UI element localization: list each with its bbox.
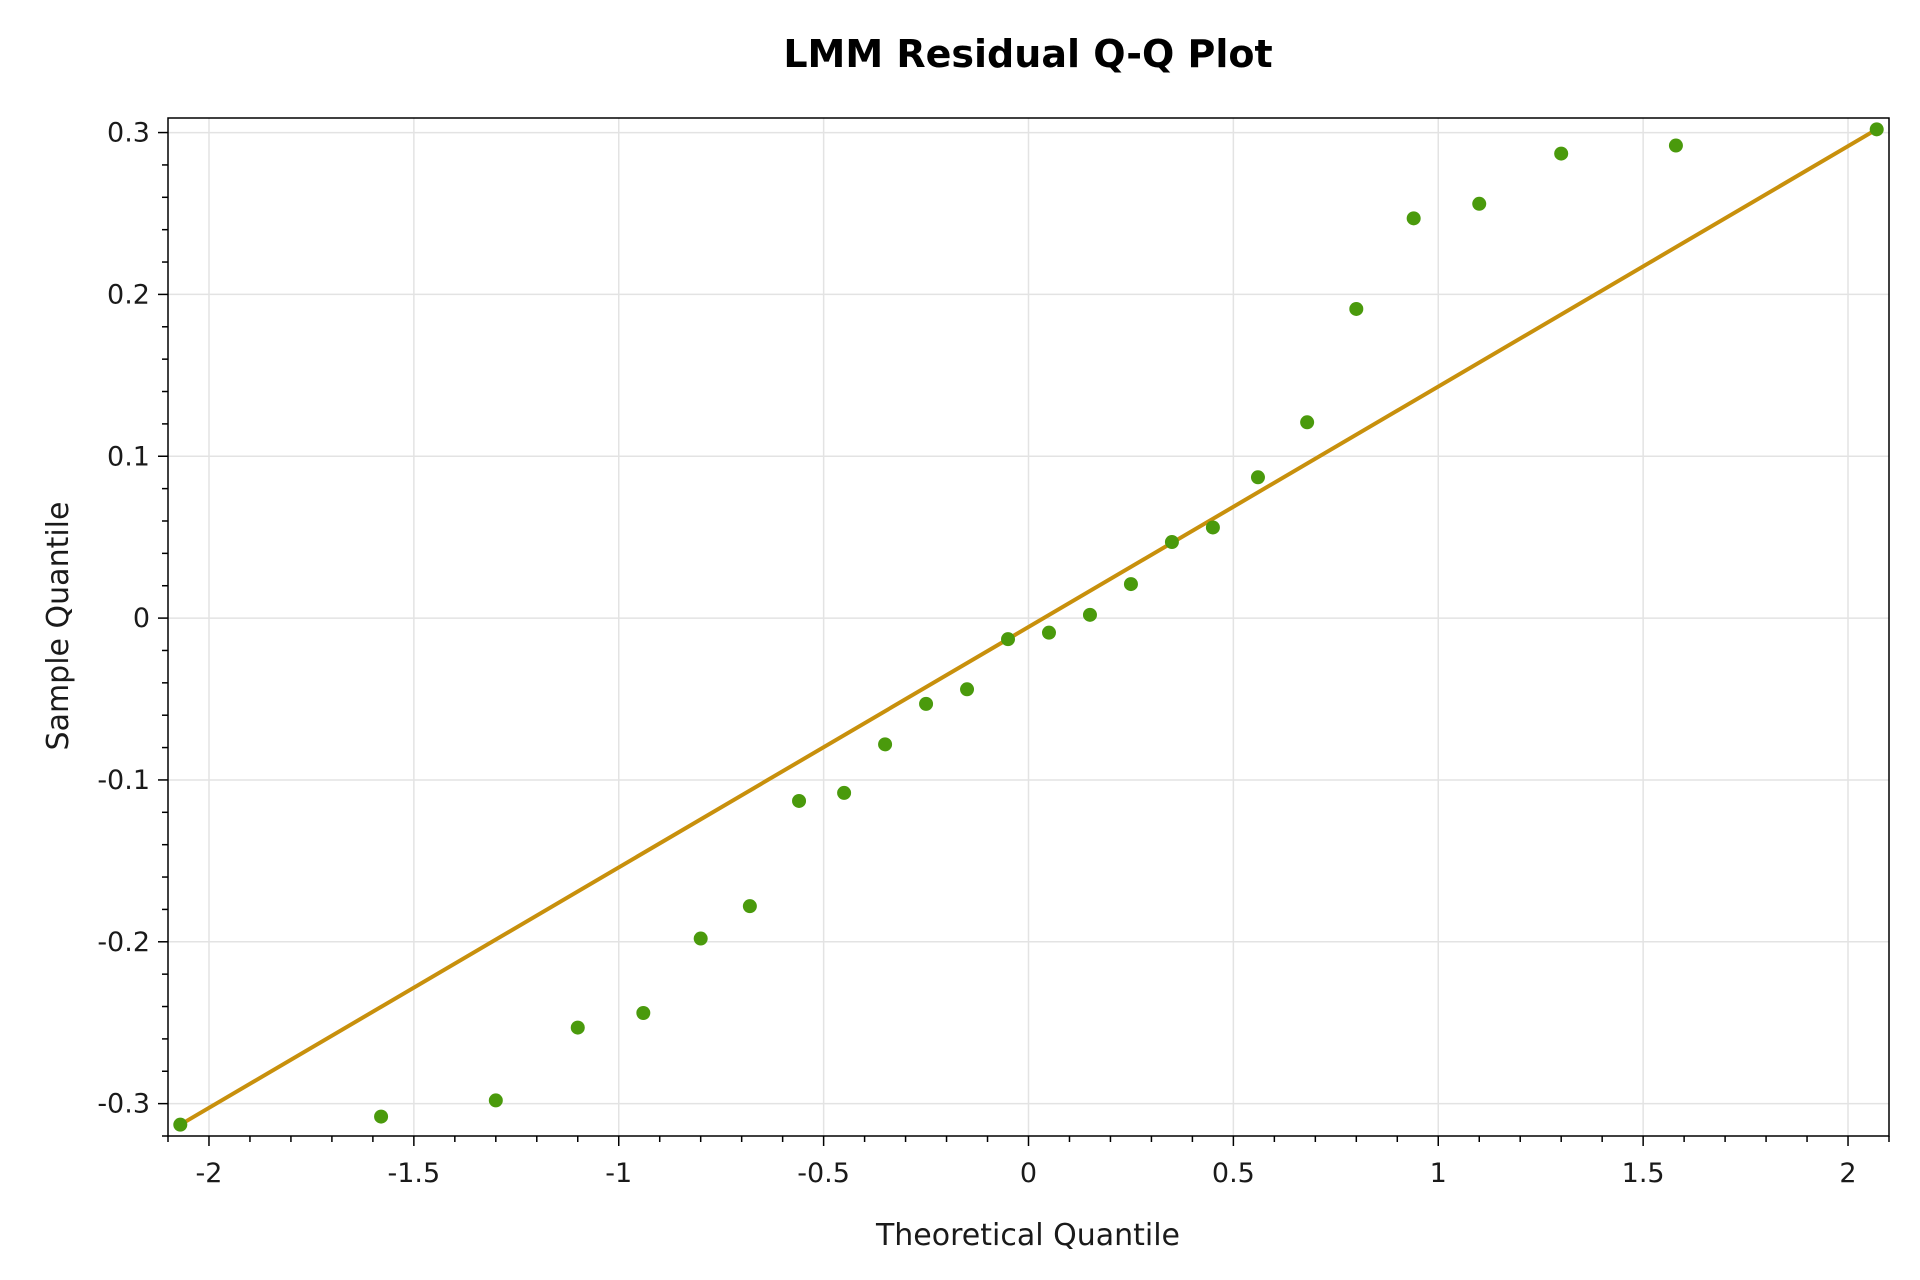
data-point: [1406, 211, 1421, 226]
data-point: [792, 793, 807, 808]
data-point: [1472, 196, 1487, 211]
data-point: [1250, 470, 1265, 485]
data-point: [1041, 625, 1056, 640]
data-point: [919, 696, 934, 711]
y-tick-label: -0.2: [97, 927, 150, 958]
data-point: [1554, 146, 1569, 161]
data-point: [742, 899, 757, 914]
data-point: [1205, 520, 1220, 535]
data-point: [960, 682, 975, 697]
x-tick-label: 0.5: [1212, 1158, 1255, 1189]
data-point: [1123, 577, 1138, 592]
y-tick-label: 0.2: [107, 279, 150, 310]
data-point: [173, 1117, 188, 1132]
x-axis-label: Theoretical Quantile: [875, 1218, 1180, 1253]
y-tick-label: -0.3: [97, 1089, 150, 1120]
data-point: [1349, 301, 1364, 316]
data-point: [1668, 138, 1683, 153]
reference-line-layer: [178, 127, 1879, 1127]
data-point: [636, 1005, 651, 1020]
y-tick-label: 0: [133, 603, 150, 634]
data-point: [693, 931, 708, 946]
y-axis: -0.3 -0.2 -0.1 0 0.1 0.2 0.3: [97, 118, 168, 1137]
data-point: [837, 785, 852, 800]
data-point: [1164, 535, 1179, 550]
y-tick-label: 0.1: [107, 441, 150, 472]
chart-title: LMM Residual Q-Q Plot: [783, 32, 1272, 76]
x-tick-label: -0.5: [797, 1158, 850, 1189]
data-point: [878, 737, 893, 752]
y-axis-label: Sample Quantile: [41, 502, 76, 751]
data-point: [1869, 122, 1884, 137]
data-point: [570, 1020, 585, 1035]
y-tick-label: -0.1: [97, 765, 150, 796]
data-point: [488, 1093, 503, 1108]
data-point: [1300, 415, 1315, 430]
data-point: [1001, 632, 1016, 647]
y-tick-label: 0.3: [107, 118, 150, 149]
data-points: [173, 122, 1884, 1132]
x-tick-label: 0: [1020, 1158, 1037, 1189]
x-tick-label: 1.5: [1622, 1158, 1665, 1189]
reference-line: [178, 127, 1879, 1127]
x-tick-label: -2: [196, 1158, 223, 1189]
x-tick-label: 1: [1430, 1158, 1447, 1189]
grid-lines: [168, 118, 1889, 1136]
data-point: [1082, 607, 1097, 622]
data-point: [374, 1109, 389, 1124]
x-axis: -2 -1.5 -1 -0.5 0 0.5 1 1.5 2: [167, 1136, 1890, 1189]
x-tick-label: -1: [605, 1158, 632, 1189]
x-tick-label: 2: [1839, 1158, 1856, 1189]
x-tick-label: -1.5: [388, 1158, 441, 1189]
